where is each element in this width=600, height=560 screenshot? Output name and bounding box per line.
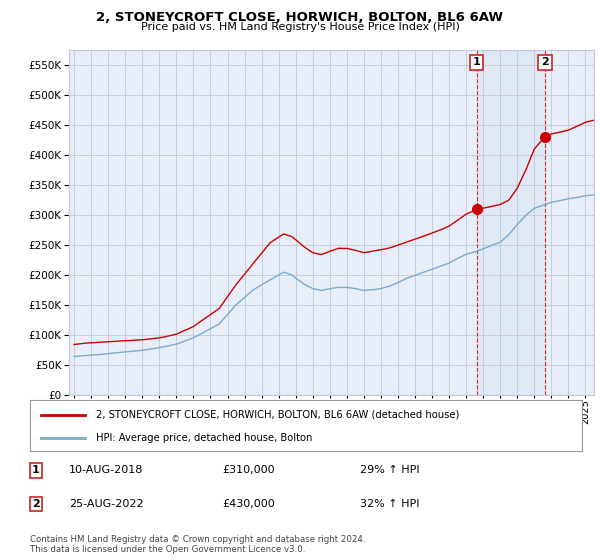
Text: Contains HM Land Registry data © Crown copyright and database right 2024.
This d: Contains HM Land Registry data © Crown c… (30, 535, 365, 554)
Bar (477, 50, 545, 395)
Text: Price paid vs. HM Land Registry's House Price Index (HPI): Price paid vs. HM Land Registry's House … (140, 22, 460, 32)
Text: 25-AUG-2022: 25-AUG-2022 (69, 499, 143, 509)
Text: £310,000: £310,000 (222, 465, 275, 475)
Text: £430,000: £430,000 (222, 499, 275, 509)
Text: 32% ↑ HPI: 32% ↑ HPI (360, 499, 419, 509)
Text: HPI: Average price, detached house, Bolton: HPI: Average price, detached house, Bolt… (96, 433, 313, 443)
Text: 1: 1 (32, 465, 40, 475)
Text: 1: 1 (473, 57, 481, 67)
Text: 29% ↑ HPI: 29% ↑ HPI (360, 465, 419, 475)
Text: 2, STONEYCROFT CLOSE, HORWICH, BOLTON, BL6 6AW: 2, STONEYCROFT CLOSE, HORWICH, BOLTON, B… (97, 11, 503, 24)
Text: 2: 2 (541, 57, 549, 67)
Text: 10-AUG-2018: 10-AUG-2018 (69, 465, 143, 475)
Text: 2, STONEYCROFT CLOSE, HORWICH, BOLTON, BL6 6AW (detached house): 2, STONEYCROFT CLOSE, HORWICH, BOLTON, B… (96, 409, 460, 419)
Text: 2: 2 (32, 499, 40, 509)
